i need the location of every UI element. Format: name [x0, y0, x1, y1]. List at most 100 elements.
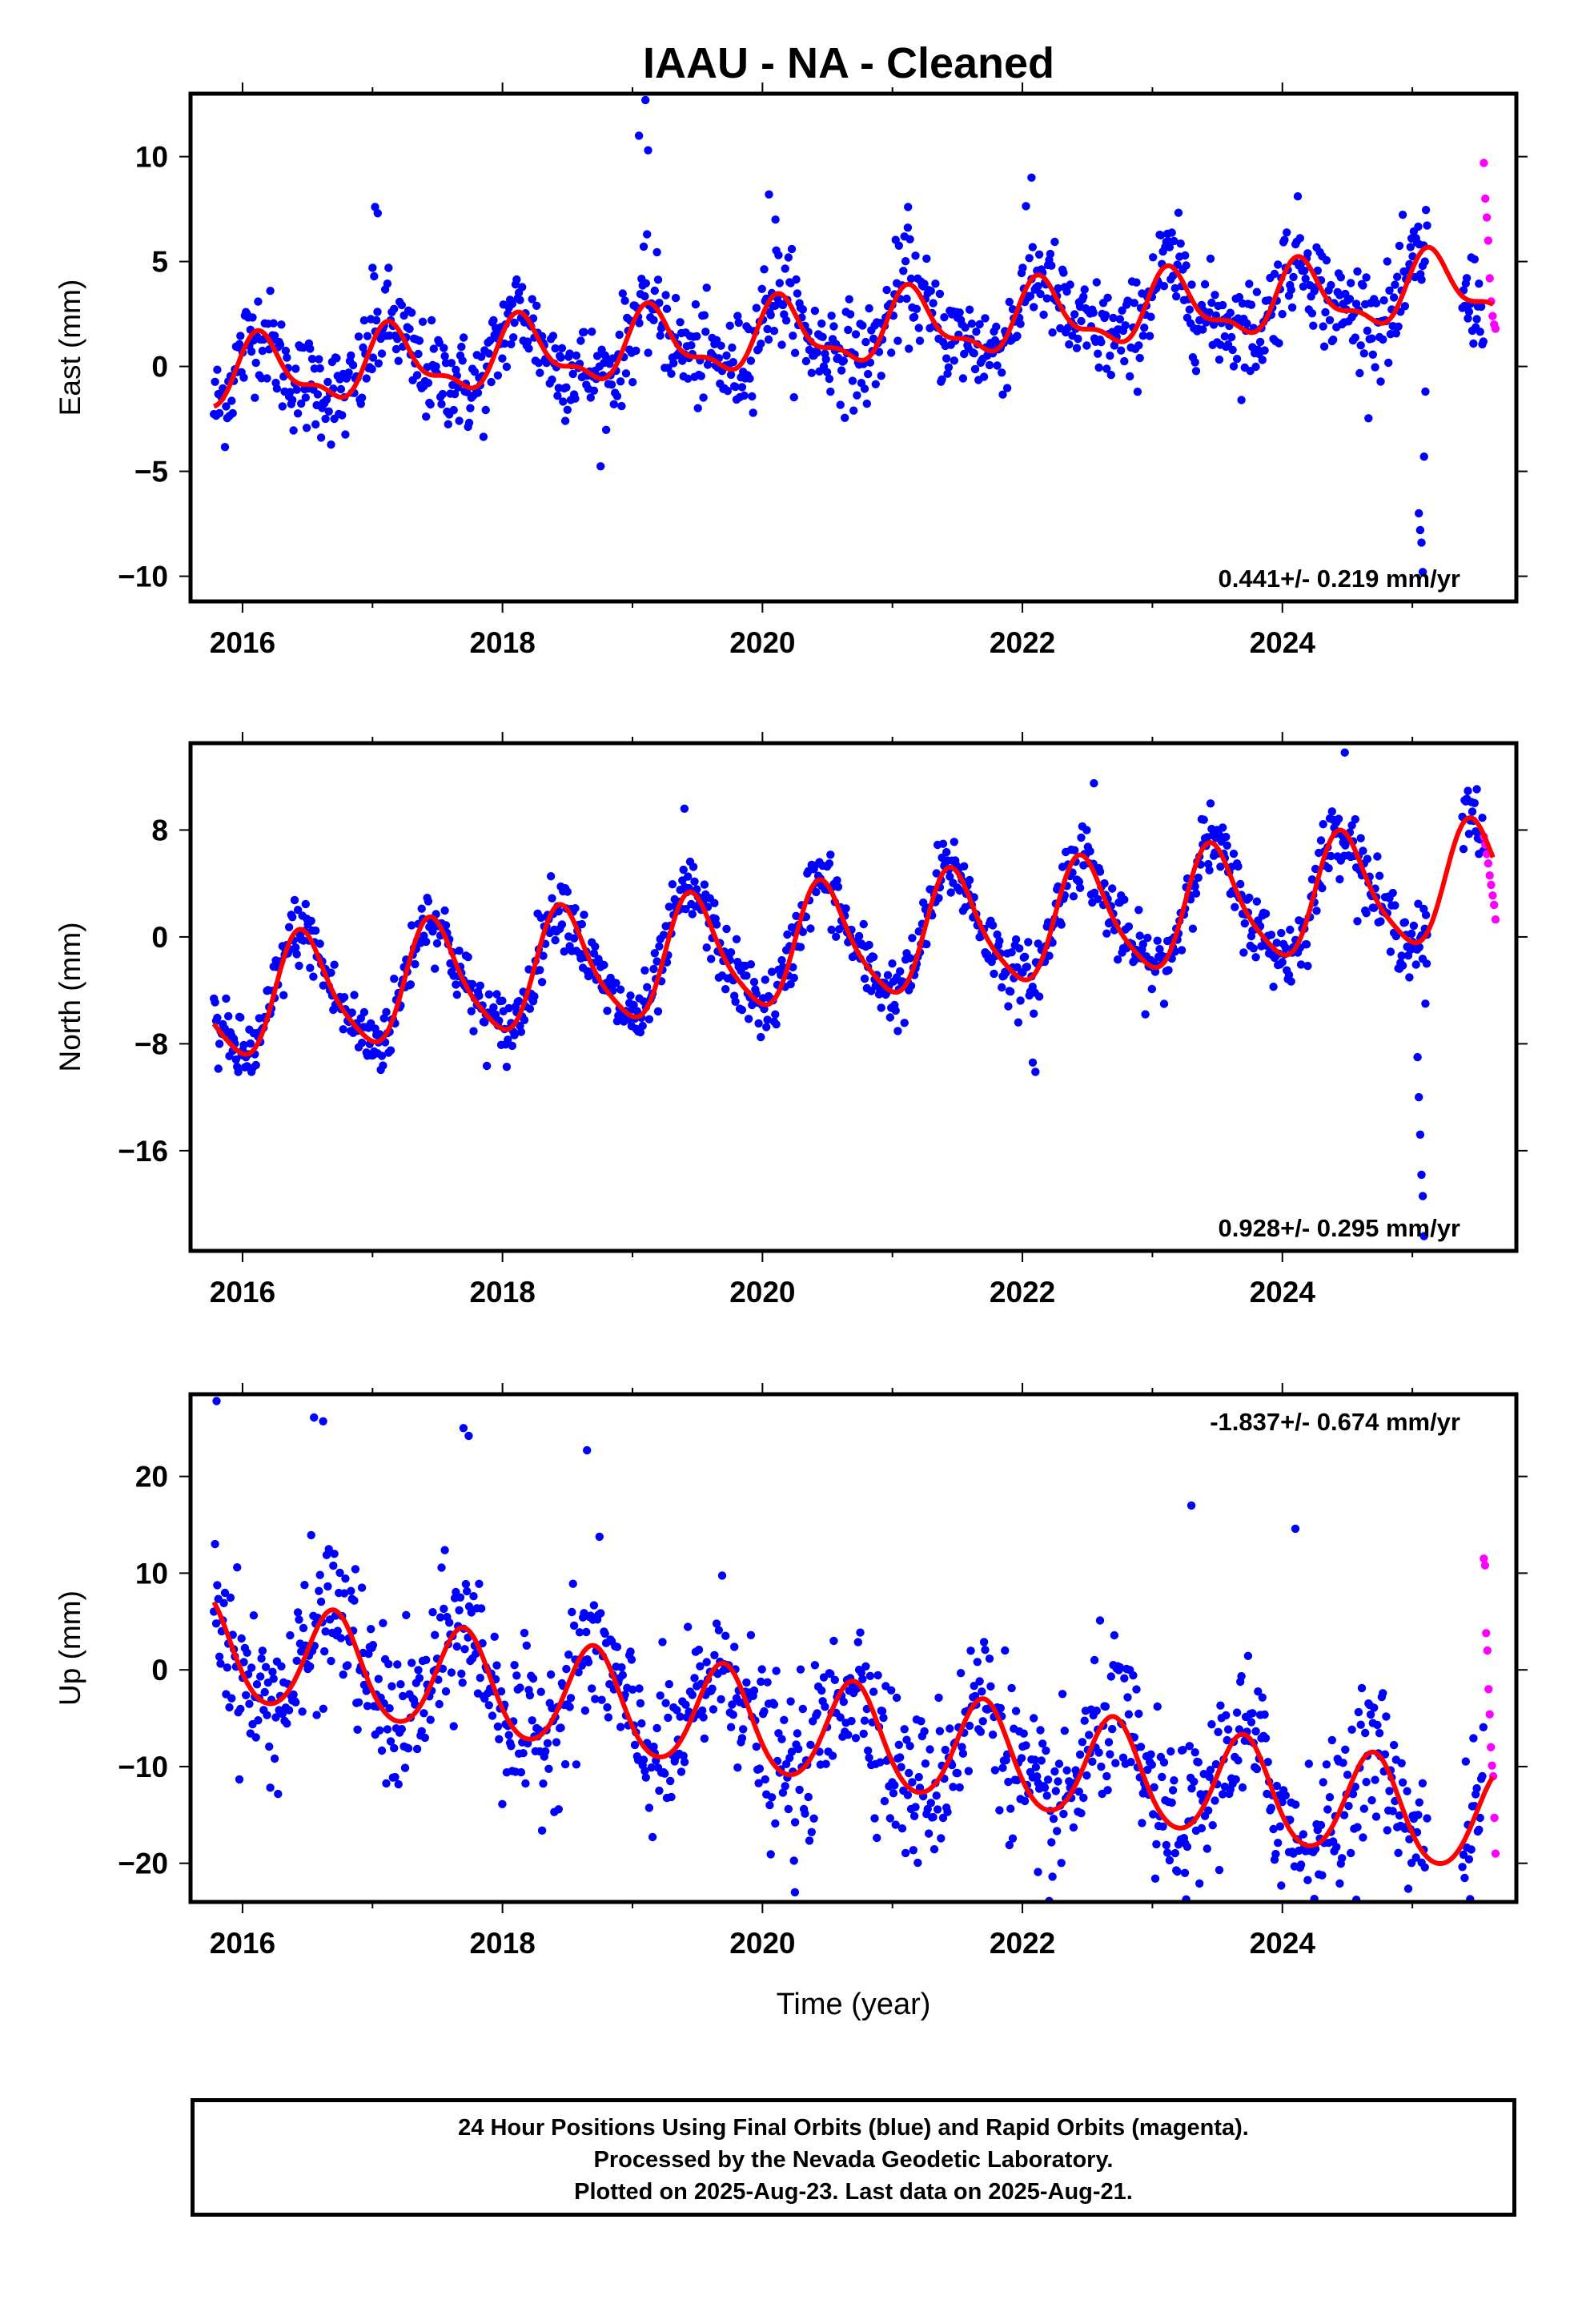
data-point [739, 1725, 748, 1734]
data-point [1085, 1731, 1094, 1739]
data-point [432, 939, 442, 948]
data-point [967, 320, 977, 328]
data-point [460, 1645, 469, 1654]
data-point [1278, 958, 1287, 967]
data-point [775, 279, 784, 287]
data-point [883, 971, 893, 979]
data-point [772, 1020, 781, 1029]
data-point [653, 275, 663, 284]
data-point [609, 400, 618, 408]
data-point [1472, 785, 1481, 794]
data-point [926, 287, 936, 296]
data-point [628, 1685, 637, 1694]
data-point [510, 1661, 519, 1670]
data-point [774, 251, 783, 259]
data-point [1482, 213, 1492, 222]
data-point [1362, 1778, 1371, 1787]
data-point [1082, 826, 1091, 834]
data-point [721, 1631, 730, 1640]
data-point [354, 1698, 363, 1707]
data-point [1278, 1798, 1287, 1807]
data-point [374, 359, 383, 368]
data-point [1110, 341, 1119, 350]
data-point [860, 1716, 869, 1725]
data-point [493, 371, 503, 380]
data-point [1287, 285, 1295, 295]
data-point [510, 318, 519, 328]
data-point [1383, 1826, 1392, 1835]
data-point [1284, 971, 1294, 979]
data-point [1260, 346, 1269, 355]
data-point [1272, 939, 1282, 947]
data-point [766, 311, 775, 320]
data-point [940, 313, 949, 322]
data-point [1050, 1767, 1059, 1776]
data-point [1491, 1849, 1500, 1858]
data-point [1421, 387, 1430, 396]
data-point [1467, 1845, 1476, 1854]
data-point [780, 1715, 789, 1724]
data-point [324, 1545, 333, 1554]
data-point [818, 332, 827, 341]
data-point [1476, 302, 1486, 312]
data-point [480, 1018, 489, 1027]
data-point [1031, 1763, 1041, 1771]
data-point [777, 955, 786, 965]
data-point [1485, 274, 1494, 283]
data-point [1194, 873, 1203, 883]
data-point [1423, 1814, 1431, 1823]
data-point [929, 1812, 938, 1822]
data-point [721, 985, 730, 994]
data-point [806, 1740, 815, 1749]
data-point [641, 279, 650, 287]
data-point [644, 146, 652, 155]
data-point [616, 377, 625, 386]
data-point [239, 1658, 248, 1667]
data-point [860, 974, 869, 983]
data-point [1075, 883, 1085, 893]
data-point [1236, 879, 1245, 889]
data-point [387, 1682, 396, 1691]
data-point [771, 1819, 780, 1828]
rate-annotation: 0.928+/- 0.295 mm/yr [1219, 1214, 1460, 1242]
data-point [1134, 906, 1143, 915]
data-point [1075, 1750, 1085, 1759]
data-point [422, 412, 431, 421]
data-point [1133, 388, 1142, 396]
data-point [548, 332, 558, 340]
data-point [1371, 1812, 1381, 1821]
data-point [958, 374, 968, 383]
data-point [235, 340, 244, 348]
data-point [941, 1745, 950, 1755]
data-point [1181, 251, 1190, 260]
x-ticks: 2016 2018 2020 2022 2024 [210, 82, 1414, 659]
data-point [1028, 243, 1038, 251]
data-point [702, 1658, 711, 1667]
data-point [979, 1638, 989, 1647]
data-point [384, 1659, 393, 1669]
data-point [1190, 1777, 1199, 1786]
data-point [887, 1686, 896, 1695]
data-point [1178, 1746, 1187, 1755]
data-point [1229, 849, 1239, 858]
data-point [476, 981, 484, 991]
data-point [510, 1031, 519, 1039]
plot-frame [188, 91, 1519, 604]
data-point [845, 310, 855, 319]
data-point [461, 1579, 471, 1589]
data-point [420, 1733, 429, 1743]
data-point [272, 384, 282, 393]
data-point [239, 373, 248, 382]
data-point [560, 416, 570, 425]
data-point [1132, 1685, 1141, 1694]
data-point [504, 1035, 512, 1044]
data-point [489, 316, 498, 325]
data-point [617, 401, 626, 411]
data-point [1108, 884, 1117, 893]
data-point [1082, 341, 1091, 350]
data-point [714, 1626, 724, 1634]
data-point [1252, 897, 1262, 906]
data-point [214, 1064, 223, 1073]
data-point [873, 1833, 881, 1843]
data-point [1037, 1756, 1046, 1765]
